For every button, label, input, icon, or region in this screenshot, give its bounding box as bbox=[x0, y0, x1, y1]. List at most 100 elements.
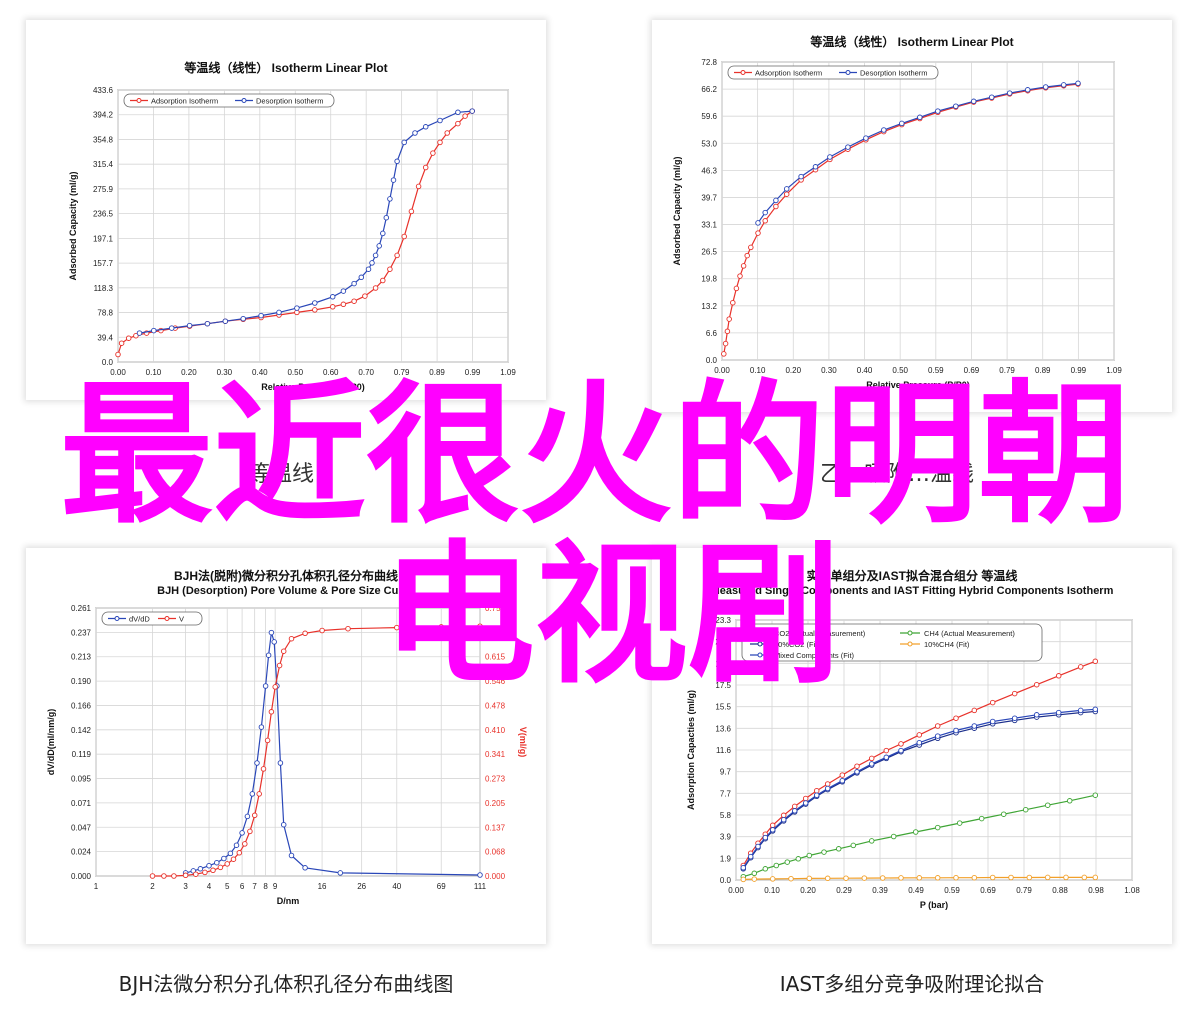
x-tick-label: 69 bbox=[437, 882, 446, 891]
chart-isotherm-right: 等温线（线性） Isotherm Linear Plot 0.0 6.6 13.2 19… bbox=[672, 34, 1122, 390]
data-point bbox=[272, 684, 278, 690]
x-axis-label: Relative Pressure (P/P0) bbox=[866, 380, 970, 390]
y-tick-label: 354.8 bbox=[93, 135, 114, 144]
legend-entry: V bbox=[179, 615, 184, 624]
x-axis-label: P (bar) bbox=[920, 900, 948, 910]
y-tick-label: 46.3 bbox=[701, 166, 717, 175]
data-point bbox=[802, 795, 809, 802]
data-point bbox=[1024, 87, 1031, 93]
data-point bbox=[740, 876, 747, 883]
data-point bbox=[802, 800, 809, 806]
caption-top-left-partial: 等温线 bbox=[248, 462, 315, 487]
data-point bbox=[372, 285, 379, 291]
x-tick-label: 1.09 bbox=[500, 368, 516, 377]
chart-title: BJH法(脱附)微分积分孔体积孔径分布曲线 bbox=[174, 568, 398, 583]
y2-tick-label: 0.683 bbox=[485, 628, 506, 637]
data-point bbox=[469, 108, 475, 114]
data-point bbox=[912, 829, 919, 835]
x-tick-label: 0.00 bbox=[714, 366, 730, 375]
data-point bbox=[444, 130, 450, 136]
data-point bbox=[1000, 811, 1007, 817]
y-tick-label: 0.142 bbox=[71, 726, 92, 735]
x-tick-label: 0.99 bbox=[465, 368, 481, 377]
data-point bbox=[737, 273, 743, 279]
x-axis-label: Relative Pressure (P/P0) bbox=[261, 382, 365, 392]
x-tick-label: 0.10 bbox=[146, 368, 162, 377]
y-tick-label: 0.119 bbox=[72, 750, 92, 759]
x-tick-label: 0.60 bbox=[323, 368, 339, 377]
data-point bbox=[125, 335, 132, 341]
chart-panel-iast: 实测单组分及IAST拟合混合组分 等温线 Measured Single Comp… bbox=[652, 548, 1172, 944]
data-point bbox=[953, 103, 959, 109]
x-tick-label: 0.30 bbox=[217, 368, 233, 377]
data-point bbox=[206, 862, 212, 869]
data-point bbox=[890, 833, 897, 840]
data-point bbox=[197, 866, 204, 872]
data-point bbox=[898, 875, 904, 881]
y-tick-label: 0.095 bbox=[71, 775, 92, 784]
series-line bbox=[152, 625, 481, 877]
data-point bbox=[780, 816, 787, 823]
data-point bbox=[762, 209, 768, 216]
data-point bbox=[1055, 709, 1062, 716]
data-point bbox=[989, 718, 996, 725]
x-tick-label: 4 bbox=[207, 882, 212, 891]
y-tick-label: 0.166 bbox=[71, 701, 92, 710]
data-point bbox=[186, 322, 193, 329]
data-point bbox=[795, 856, 802, 862]
data-point bbox=[1055, 673, 1062, 679]
y2-tick-label: 0.410 bbox=[485, 726, 506, 735]
y-tick-label: 0.0 bbox=[720, 876, 732, 885]
data-point bbox=[868, 755, 875, 762]
data-point bbox=[769, 827, 776, 833]
y-axis-label: Adsorbed Capacity (ml/g) bbox=[68, 171, 78, 280]
data-point bbox=[455, 120, 461, 127]
data-point bbox=[415, 183, 422, 190]
legend-marker bbox=[114, 616, 120, 621]
x-tick-label: 0.89 bbox=[429, 368, 445, 377]
data-point bbox=[1026, 874, 1033, 881]
x-tick-label: 0.79 bbox=[999, 366, 1015, 375]
data-point bbox=[244, 813, 251, 820]
chart-title: 等温线（线性） Isotherm Linear Plot bbox=[183, 60, 387, 75]
y-tick-label: 0.071 bbox=[71, 799, 92, 808]
data-point bbox=[265, 652, 272, 658]
x-tick-label: 0.59 bbox=[944, 886, 960, 895]
x-tick-label: 0.88 bbox=[1052, 886, 1068, 895]
data-point bbox=[280, 821, 287, 828]
data-point bbox=[1022, 806, 1029, 813]
data-point bbox=[222, 318, 229, 324]
data-point bbox=[916, 732, 923, 738]
x-tick-label: 0.10 bbox=[764, 886, 780, 895]
data-point bbox=[824, 875, 831, 882]
y-tick-label: 433.6 bbox=[93, 86, 114, 95]
x-tick-label: 3 bbox=[183, 882, 188, 891]
data-point bbox=[722, 340, 729, 347]
chart-panel-isotherm-right: 等温线（线性） Isotherm Linear Plot 0.0 6.6 13.2 19… bbox=[652, 20, 1172, 412]
data-point bbox=[302, 865, 308, 871]
y-tick-label: 21.4 bbox=[715, 638, 731, 647]
x-tick-label: 0.98 bbox=[1088, 886, 1104, 895]
caption-top-right-partial: 乙…吸附…温线 bbox=[820, 462, 975, 487]
y-tick-label: 59.6 bbox=[701, 112, 717, 121]
data-point bbox=[394, 158, 400, 165]
data-point bbox=[271, 639, 277, 645]
data-point bbox=[762, 866, 769, 872]
y-tick-label: 0.000 bbox=[71, 872, 92, 881]
y-axis-label: Adsorbed Capacity (ml/g) bbox=[672, 156, 682, 265]
data-point bbox=[394, 252, 400, 259]
series-line bbox=[139, 110, 473, 334]
data-point bbox=[239, 830, 245, 836]
data-point bbox=[934, 824, 941, 831]
data-point bbox=[769, 822, 776, 829]
data-point bbox=[242, 841, 248, 847]
data-point bbox=[751, 870, 758, 877]
y-tick-label: 0.213 bbox=[71, 653, 92, 662]
legend-box bbox=[741, 623, 1043, 662]
data-point bbox=[115, 351, 121, 358]
data-point bbox=[351, 280, 357, 287]
y-tick-label: 6.6 bbox=[706, 329, 718, 338]
data-point bbox=[783, 186, 790, 192]
data-point bbox=[740, 864, 747, 871]
data-point bbox=[256, 791, 262, 797]
